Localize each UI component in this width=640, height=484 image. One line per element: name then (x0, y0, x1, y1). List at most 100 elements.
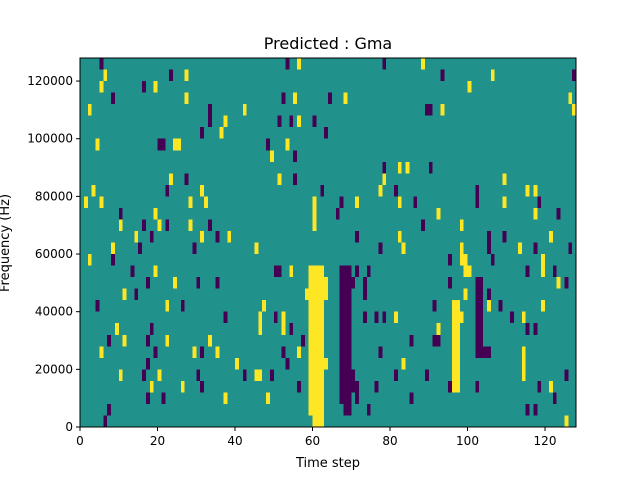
heatmap-cell (564, 415, 569, 427)
heatmap-cell (297, 58, 301, 70)
heatmap-cell (537, 196, 542, 208)
heatmap-cell (153, 207, 158, 220)
heatmap-cell (521, 357, 526, 370)
heatmap-cell (339, 196, 344, 208)
heatmap-cell (436, 207, 441, 220)
heatmap-cell (173, 277, 177, 289)
heatmap-cell (463, 265, 468, 278)
heatmap-cell (99, 196, 104, 208)
heatmap-cell (525, 323, 530, 335)
heatmap-cell (157, 369, 162, 381)
heatmap-cell (200, 230, 204, 243)
heatmap-cell (149, 323, 154, 335)
heatmap-cell (541, 265, 545, 278)
heatmap-cell (432, 300, 437, 312)
heatmap-cell (409, 392, 414, 404)
heatmap-cell (378, 184, 383, 197)
heatmap-cell (486, 288, 491, 301)
heatmap-cell (173, 138, 177, 151)
y-tick-label: 120000 (27, 74, 73, 88)
heatmap-cell (362, 277, 367, 289)
heatmap-block (452, 300, 460, 393)
heatmap-cell (180, 300, 185, 312)
heatmap-cell (142, 369, 146, 381)
heatmap-cell (374, 380, 379, 393)
heatmap-cell (432, 334, 437, 347)
heatmap-cell (153, 346, 158, 358)
heatmap-cell (324, 127, 328, 139)
heatmap-cell (277, 173, 282, 185)
heatmap-cell (134, 288, 139, 301)
heatmap-cell (258, 311, 263, 324)
heatmap-cell (254, 369, 259, 381)
heatmap-cell (393, 369, 398, 381)
heatmap-cell (207, 219, 212, 231)
heatmap-cell (165, 334, 170, 347)
heatmap-cell (227, 230, 232, 243)
heatmap-cell (486, 300, 491, 312)
heatmap-cell (285, 58, 290, 70)
heatmap-cell (200, 184, 204, 197)
heatmap-cell (568, 242, 573, 255)
heatmap-cell (378, 242, 383, 255)
heatmap-cell (502, 230, 507, 243)
heatmap-cell (99, 58, 104, 70)
heatmap-cell (118, 207, 123, 220)
heatmap-block (339, 265, 352, 404)
heatmap-cell (242, 369, 247, 381)
heatmap-cell (130, 265, 135, 278)
heatmap-cell (502, 173, 507, 185)
heatmap-cell (397, 230, 402, 243)
heatmap-cell (366, 265, 371, 278)
heatmap-cell (548, 230, 553, 243)
heatmap-cell (219, 127, 224, 139)
heatmap-cell (289, 265, 294, 278)
y-axis-label: Frequency (Hz) (0, 194, 13, 292)
heatmap-cell (297, 346, 301, 358)
heatmap-cell (269, 369, 274, 381)
heatmap-cell (145, 277, 150, 289)
y-tick-label: 20000 (35, 362, 73, 376)
heatmap-cell (324, 288, 328, 301)
heatmap-cell (378, 346, 383, 358)
heatmap-cell (525, 403, 530, 416)
x-tick-label: 100 (456, 434, 479, 448)
heatmap-cell (281, 311, 286, 324)
heatmap-cell (382, 311, 387, 324)
heatmap-cell (510, 311, 514, 324)
plot-area (80, 58, 576, 427)
heatmap-cell (393, 184, 398, 197)
heatmap-cell (91, 184, 96, 197)
heatmap-cell (285, 138, 290, 151)
heatmap-cell (266, 392, 270, 404)
heatmap-cell (533, 184, 538, 197)
heatmap-cell (262, 300, 266, 312)
heatmap-cell (374, 311, 379, 324)
heatmap-cell (498, 300, 503, 312)
x-tick-label: 80 (382, 434, 397, 448)
y-tick-label: 40000 (35, 305, 73, 319)
x-tick-label: 0 (76, 434, 84, 448)
heatmap-cell (242, 104, 247, 116)
heatmap-cell (176, 138, 181, 151)
heatmap-cell (448, 254, 452, 266)
heatmap-cell (533, 323, 538, 335)
heatmap-cell (118, 219, 123, 231)
heatmap-cell (99, 346, 104, 358)
heatmap-cell (200, 380, 204, 393)
x-axis-ticks: 0 20 40 60 80 100 120 (76, 427, 556, 448)
heatmap-cell (312, 219, 317, 231)
heatmap-cell (401, 357, 406, 370)
heatmap-cell (382, 58, 387, 70)
heatmap-cell (475, 380, 480, 393)
heatmap-cell (269, 150, 274, 162)
heatmap-cell (459, 311, 464, 324)
heatmap-cell (525, 265, 530, 278)
heatmap-block (343, 392, 352, 416)
heatmap-cell (196, 369, 201, 381)
heatmap-block (308, 265, 325, 416)
heatmap-cell (440, 69, 445, 82)
heatmap-cell (87, 104, 92, 116)
heatmap-cell (533, 242, 538, 255)
